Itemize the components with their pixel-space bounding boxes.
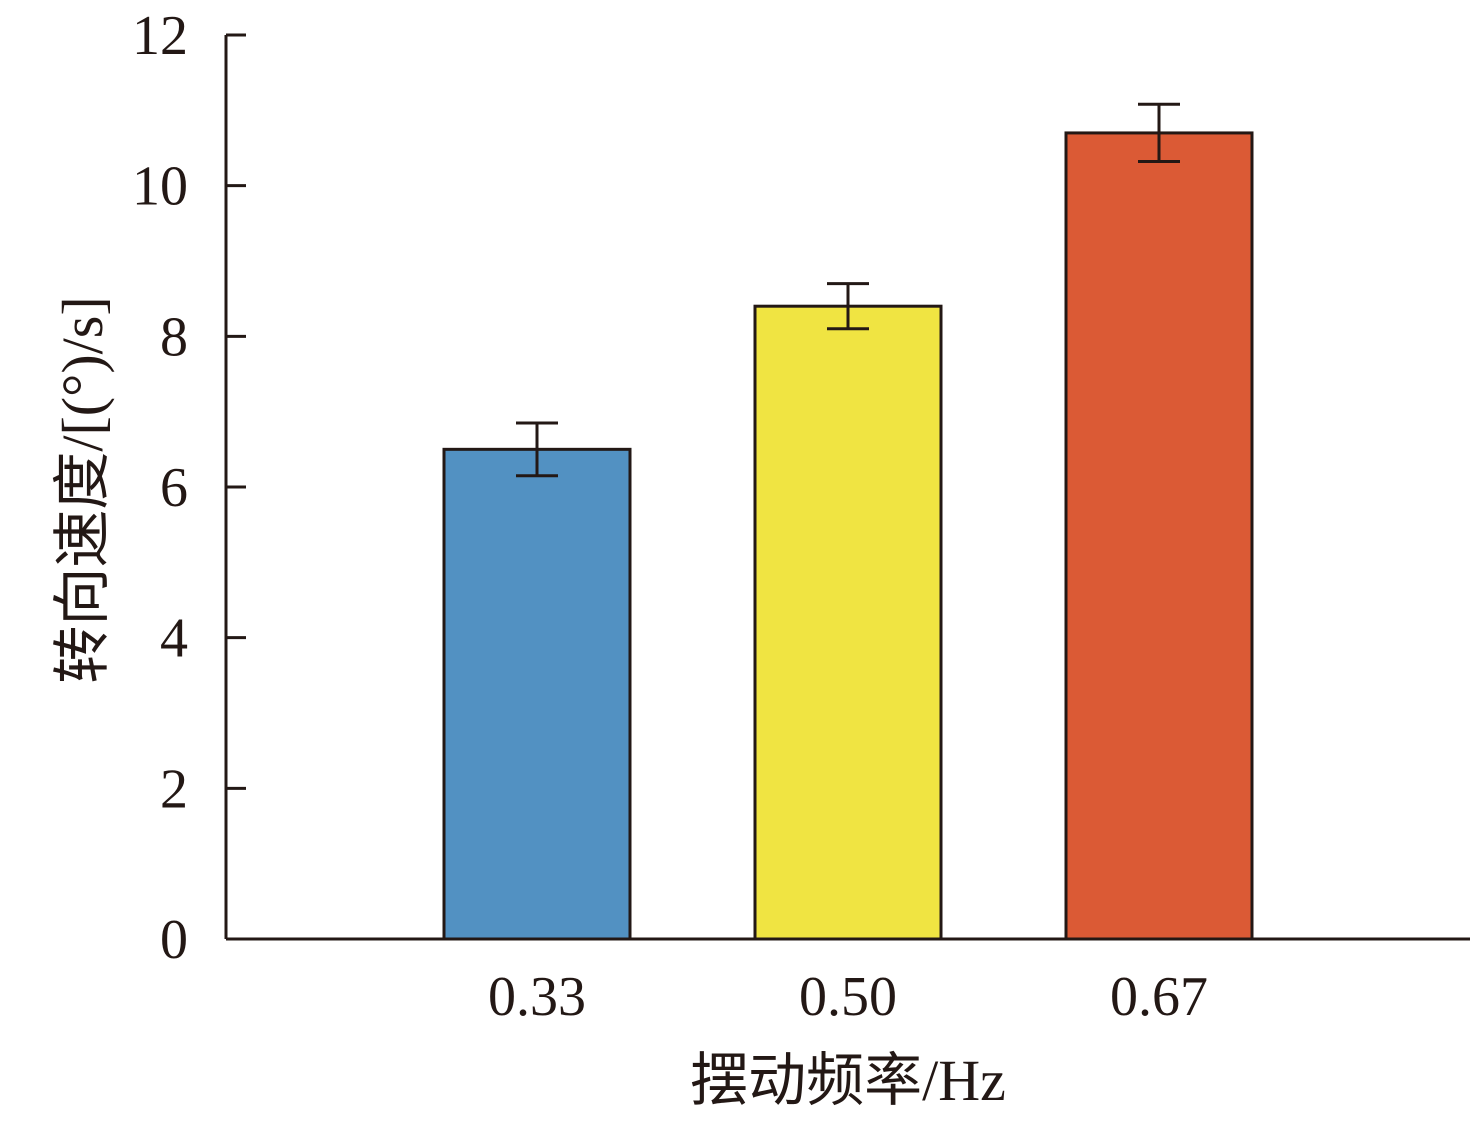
bar-0.67 (1064, 131, 1254, 941)
y-axis-ticks: 0 2 4 6 8 10 12 (132, 5, 246, 971)
x-category-label: 0.67 (1110, 966, 1208, 1028)
y-tick-label: 4 (160, 608, 188, 670)
y-tick-label: 6 (160, 457, 188, 519)
y-tick-label: 12 (132, 5, 188, 67)
x-category-label: 0.33 (488, 966, 586, 1028)
y-tick-label: 2 (160, 758, 188, 820)
y-tick-label: 0 (160, 909, 188, 971)
bar-0.50 (753, 304, 943, 941)
x-axis-categories: 0.33 0.50 0.67 (488, 966, 1208, 1028)
error-bar-0.67 (1138, 102, 1180, 164)
x-axis-label: 摆动频率/Hz (690, 1048, 1006, 1113)
error-bar-0.33 (516, 421, 558, 478)
error-bar-0.50 (827, 282, 869, 331)
y-tick-label: 10 (132, 156, 188, 218)
y-tick-label: 8 (160, 306, 188, 368)
error-bars (516, 102, 1180, 478)
bar-0.33 (442, 447, 632, 941)
bars (442, 131, 1254, 941)
y-axis-label: 转向速度/[(°)/s] (50, 296, 115, 683)
x-category-label: 0.50 (799, 966, 897, 1028)
